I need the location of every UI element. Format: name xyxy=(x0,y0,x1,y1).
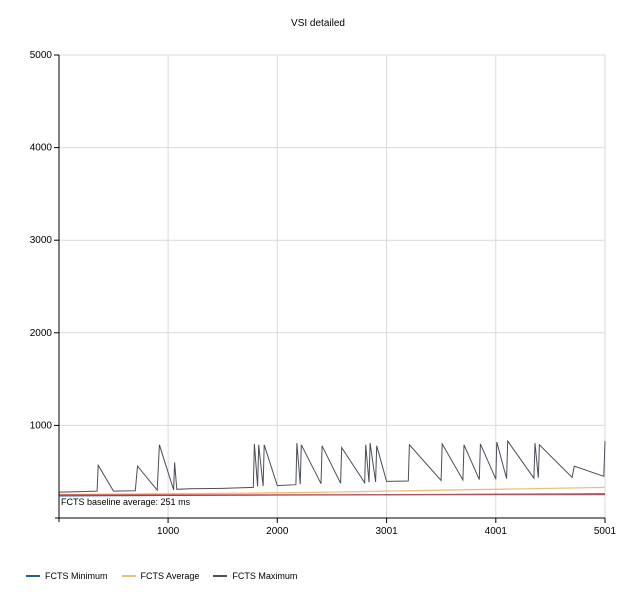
x-tick-label-2: 3001 xyxy=(375,526,398,537)
legend-item-average: FCTS Average xyxy=(121,571,200,581)
legend-item-minimum: FCTS Minimum xyxy=(26,571,108,581)
legend-swatch-maximum xyxy=(213,575,228,577)
legend-item-maximum: FCTS Maximum xyxy=(213,571,297,581)
plot-series xyxy=(58,439,606,497)
series-maximum-line xyxy=(58,439,606,493)
legend-swatch-minimum xyxy=(26,575,40,577)
axes xyxy=(55,55,605,522)
chart-title: VSI detailed xyxy=(291,18,345,29)
x-tick-label-0: 1000 xyxy=(157,526,180,537)
legend-label-average: FCTS Average xyxy=(140,571,200,581)
baseline-label: FCTS baseline average: 251 ms xyxy=(61,497,191,507)
x-tick-label-4: 5001 xyxy=(594,526,617,537)
legend: FCTS Minimum FCTS Average FCTS Maximum xyxy=(26,571,297,581)
legend-swatch-average xyxy=(121,575,136,577)
y-tick-label-0: 1000 xyxy=(30,420,53,431)
tick-labels: 1000 2000 3000 4000 5000 1000 2000 3001 4001 5001 xyxy=(30,50,617,537)
y-tick-label-1: 2000 xyxy=(30,328,53,339)
y-tick-label-3: 4000 xyxy=(30,143,53,154)
legend-label-maximum: FCTS Maximum xyxy=(232,571,298,581)
y-tick-label-4: 5000 xyxy=(30,50,53,61)
x-tick-label-3: 4001 xyxy=(485,526,508,537)
baseline: FCTS baseline average: 251 ms xyxy=(59,494,605,507)
y-tick-label-2: 3000 xyxy=(30,235,53,246)
series-average-line xyxy=(58,486,606,496)
grid-lines xyxy=(59,54,606,518)
legend-label-minimum: FCTS Minimum xyxy=(45,571,108,581)
chart: VSI detailed FCTS baseline average: 251 … xyxy=(30,18,617,537)
x-tick-label-1: 2000 xyxy=(266,526,289,537)
